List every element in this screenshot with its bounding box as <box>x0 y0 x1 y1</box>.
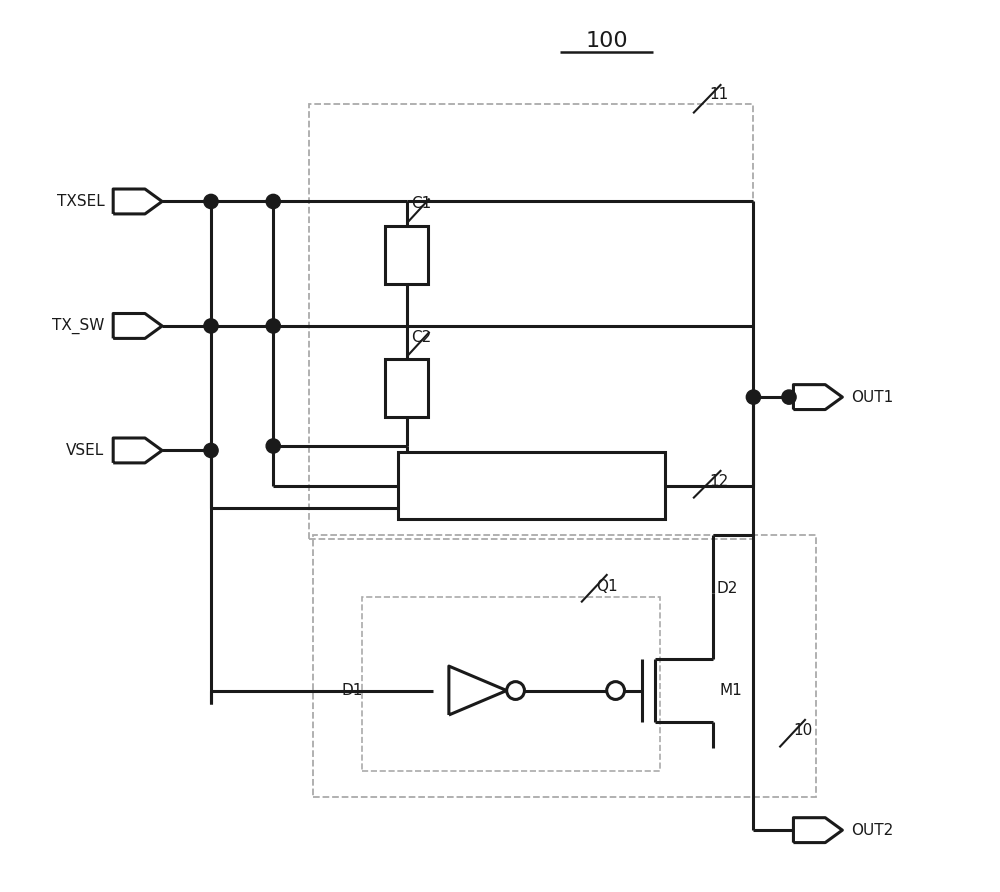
Text: 100: 100 <box>585 31 628 52</box>
Text: TX_SW: TX_SW <box>52 318 104 334</box>
Text: D2: D2 <box>717 581 738 596</box>
Text: D3: D3 <box>408 478 430 493</box>
Circle shape <box>266 194 280 209</box>
Text: OUT2: OUT2 <box>851 822 893 838</box>
Text: M1: M1 <box>720 683 742 698</box>
Bar <box>385 226 428 284</box>
Text: 12: 12 <box>709 474 728 489</box>
Text: D4: D4 <box>639 500 660 516</box>
Bar <box>385 359 428 417</box>
Text: Q1: Q1 <box>596 579 618 594</box>
Text: OUT1: OUT1 <box>851 390 893 405</box>
Circle shape <box>266 318 280 333</box>
Circle shape <box>746 390 761 404</box>
Circle shape <box>204 318 218 333</box>
Bar <box>362 597 660 771</box>
Bar <box>313 535 816 797</box>
Text: D1: D1 <box>342 683 363 698</box>
Text: TXSEL: TXSEL <box>57 194 104 209</box>
Circle shape <box>507 681 524 699</box>
Text: 11: 11 <box>709 87 728 103</box>
Circle shape <box>266 439 280 453</box>
Text: 10: 10 <box>793 723 813 738</box>
Bar <box>398 452 665 519</box>
Text: VSEL: VSEL <box>66 443 104 458</box>
Circle shape <box>607 681 624 699</box>
Bar <box>309 103 753 540</box>
Text: C1: C1 <box>411 196 431 211</box>
Circle shape <box>204 194 218 209</box>
Circle shape <box>782 390 796 404</box>
Text: C2: C2 <box>411 329 431 344</box>
Circle shape <box>204 443 218 458</box>
